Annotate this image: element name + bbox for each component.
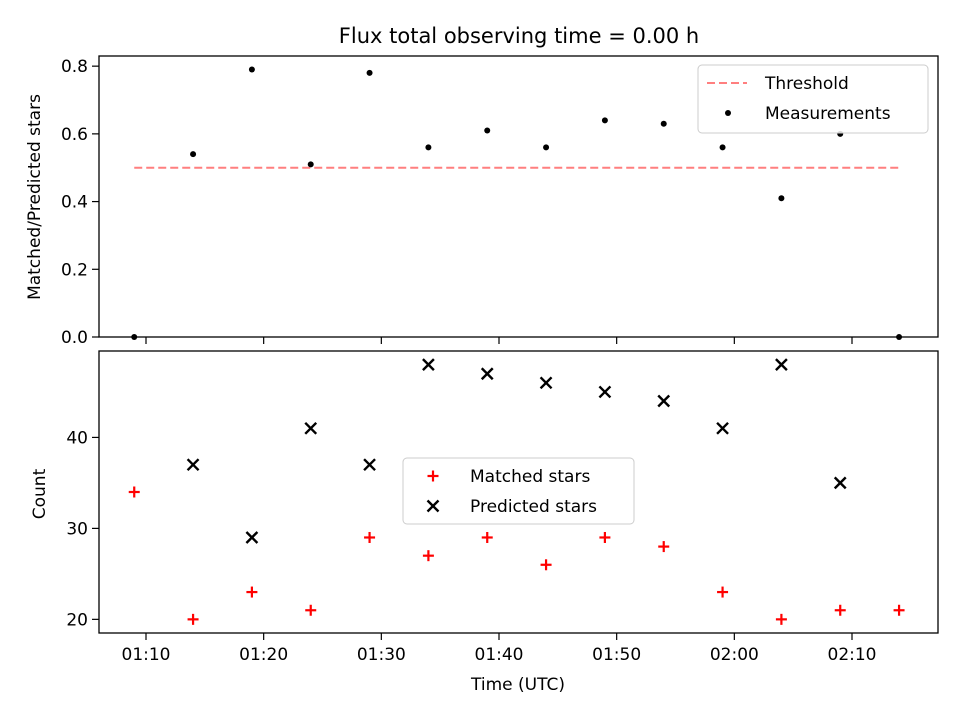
- predicted-star-point: [833, 476, 847, 490]
- legend-predicted-mark: [426, 499, 440, 513]
- predicted-star-mark: [422, 358, 435, 371]
- legend-label: Measurements: [765, 104, 891, 124]
- measurement-point: [307, 161, 314, 168]
- panel-1-frame: [98, 55, 939, 338]
- measurement-point: [543, 144, 550, 151]
- bottom-legend-box: [402, 457, 635, 525]
- x-tick-label: 01:30: [357, 645, 406, 665]
- predicted-star-point: [657, 394, 671, 408]
- plot-layer: 0.0 0.2 0.4 0.6 0.8 20 30 40 01:10 01:20 01:30 01:4…: [61, 55, 939, 665]
- panel-2-frame: [98, 350, 939, 634]
- predicted-star-point: [245, 531, 259, 544]
- matched-star-point: [364, 531, 376, 543]
- predicted-star-mark: [363, 458, 376, 472]
- predicted-star-point: [775, 358, 788, 371]
- measurement-point: [778, 195, 785, 202]
- x-tick-label: 01:50: [592, 645, 641, 665]
- measurement-point: [484, 127, 491, 134]
- panel-1-y-tick-label: 0.4: [61, 193, 88, 213]
- legend-label: Threshold: [764, 74, 849, 94]
- matched-star-point: [658, 541, 670, 553]
- predicted-star-point: [598, 385, 612, 399]
- matched-star-point: [775, 613, 787, 625]
- legend-matched-swatch: [427, 470, 439, 482]
- chart-title: Flux total observing time = 0.00 h: [339, 24, 699, 48]
- predicted-star-mark: [716, 421, 729, 435]
- predicted-star-mark: [833, 476, 847, 490]
- panel-1-y-tick-label: 0.6: [61, 125, 88, 145]
- measurement-point: [425, 144, 432, 151]
- measurement-point: [719, 144, 726, 151]
- matched-star-point: [599, 531, 611, 543]
- legend-measurement-swatch: [725, 110, 731, 116]
- matched-star-point: [834, 604, 846, 616]
- measurement-point: [660, 120, 667, 127]
- measurement-point: [366, 69, 373, 76]
- matched-star-point: [128, 486, 140, 498]
- matched-star-point: [422, 550, 434, 562]
- panel-2-y-tick-label: 40: [66, 428, 88, 448]
- predicted-star-mark: [245, 531, 259, 544]
- matched-star-point: [717, 586, 729, 598]
- matched-star-point: [246, 586, 258, 598]
- legend-predicted-swatch: [426, 499, 440, 513]
- top-legend: Threshold Measurements: [697, 64, 929, 134]
- matched-star-point: [893, 604, 905, 616]
- top-y-axis-label: Matched/Predicted stars: [25, 94, 45, 300]
- predicted-star-point: [480, 367, 494, 381]
- panel-1-y-tick-label: 0.0: [61, 328, 88, 348]
- x-tick-label: 01:20: [239, 645, 288, 665]
- top-legend-box: [697, 64, 929, 134]
- measurement-point: [190, 151, 197, 158]
- x-tick-label: 01:40: [475, 645, 524, 665]
- panel-2-y-tick-label: 20: [66, 610, 88, 630]
- matched-star-point: [481, 531, 493, 543]
- legend-label: Predicted stars: [470, 497, 597, 517]
- predicted-star-mark: [539, 376, 553, 390]
- legend-label: Matched stars: [470, 467, 590, 487]
- matched-star-point: [540, 559, 552, 571]
- bottom-legend: Matched stars Predicted stars: [402, 457, 635, 525]
- x-tick-label: 02:10: [828, 645, 877, 665]
- x-tick-label: 01:10: [122, 645, 171, 665]
- bottom-y-axis-label: Count: [30, 468, 50, 519]
- matched-star-point: [305, 604, 317, 616]
- predicted-star-point: [186, 458, 200, 472]
- predicted-star-point: [363, 458, 376, 472]
- predicted-star-mark: [186, 458, 200, 472]
- predicted-star-mark: [657, 394, 671, 408]
- matched-star-point: [187, 613, 199, 625]
- measurement-point: [601, 117, 608, 124]
- predicted-star-point: [539, 376, 553, 390]
- predicted-star-point: [304, 421, 318, 435]
- predicted-star-mark: [304, 421, 318, 435]
- x-axis-label: Time (UTC): [470, 675, 565, 695]
- predicted-star-mark: [480, 367, 494, 381]
- panel-1-y-tick-label: 0.2: [61, 260, 88, 280]
- x-tick-label: 02:00: [710, 645, 759, 665]
- predicted-star-mark: [598, 385, 612, 399]
- predicted-star-mark: [775, 358, 788, 371]
- panel-1-y-tick-label: 0.8: [61, 57, 88, 77]
- predicted-star-point: [422, 358, 435, 371]
- panel-2-y-tick-label: 30: [66, 519, 88, 539]
- predicted-star-point: [716, 421, 729, 435]
- measurement-point: [248, 66, 255, 73]
